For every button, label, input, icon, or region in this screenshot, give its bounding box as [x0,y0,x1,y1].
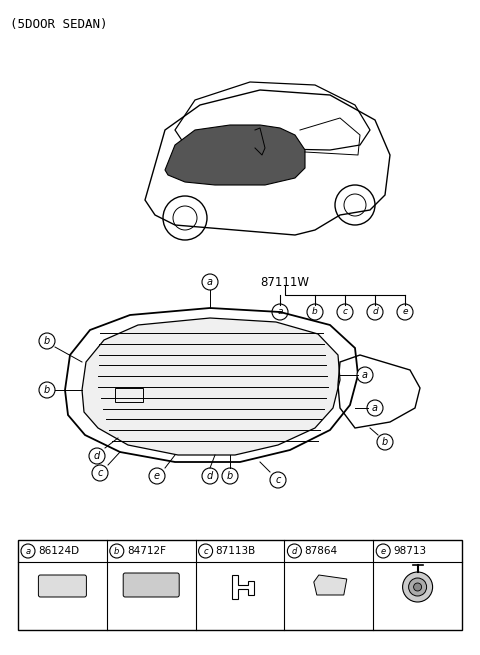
Text: e: e [402,307,408,316]
Circle shape [357,367,373,383]
Text: 87111W: 87111W [261,276,310,288]
Circle shape [403,572,432,602]
Polygon shape [314,575,347,595]
Text: 86124D: 86124D [38,546,79,556]
Text: d: d [292,546,297,555]
Text: a: a [372,403,378,413]
Text: b: b [44,385,50,395]
Text: b: b [312,307,318,316]
Circle shape [89,448,105,464]
Text: c: c [276,475,281,485]
Circle shape [39,382,55,398]
Text: 84712F: 84712F [127,546,166,556]
Text: a: a [207,277,213,287]
Circle shape [376,544,390,558]
Text: b: b [114,546,120,555]
Bar [115,388,143,402]
Text: d: d [94,451,100,461]
Text: 87113B: 87113B [216,546,256,556]
Circle shape [110,544,124,558]
Text: e: e [381,546,386,555]
Bar [18,540,462,630]
Circle shape [39,333,55,349]
Circle shape [149,468,165,484]
Circle shape [202,468,218,484]
Circle shape [367,400,383,416]
Circle shape [222,468,238,484]
FancyBboxPatch shape [38,575,86,597]
Text: d: d [207,471,213,481]
Text: 98713: 98713 [393,546,426,556]
Polygon shape [165,125,305,185]
Text: c: c [204,546,208,555]
Text: a: a [25,546,31,555]
Circle shape [202,274,218,290]
Circle shape [377,434,393,450]
Text: c: c [343,307,348,316]
Circle shape [270,472,286,488]
Text: a: a [277,307,283,316]
Circle shape [199,544,213,558]
FancyBboxPatch shape [123,573,179,597]
Text: (5DOOR SEDAN): (5DOOR SEDAN) [10,18,108,31]
Circle shape [288,544,301,558]
Text: a: a [362,370,368,380]
Circle shape [21,544,35,558]
Text: c: c [97,468,103,478]
Text: e: e [154,471,160,481]
Circle shape [92,465,108,481]
Text: d: d [372,307,378,316]
Circle shape [414,583,421,591]
Polygon shape [82,318,340,455]
Text: b: b [227,471,233,481]
Text: b: b [44,336,50,346]
Text: b: b [382,437,388,447]
Text: 87864: 87864 [304,546,337,556]
Circle shape [408,578,427,596]
